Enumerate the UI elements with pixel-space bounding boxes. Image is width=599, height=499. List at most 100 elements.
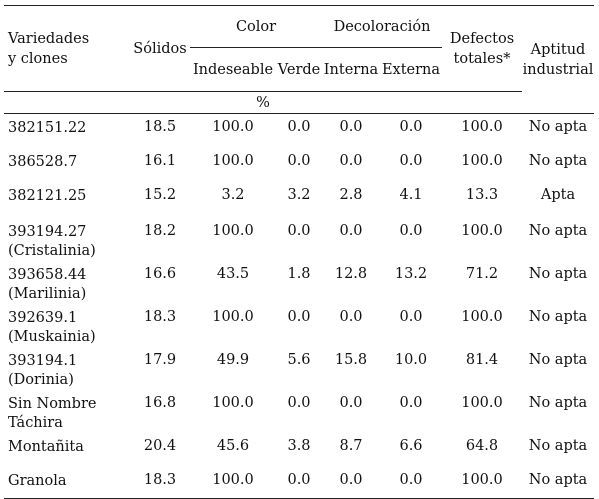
header-variety-line1: Variedades xyxy=(8,30,90,47)
aptitud-cell: No apta xyxy=(528,308,588,325)
indeseable-cell: 43.5 xyxy=(216,265,250,282)
solidos-cell: 18.3 xyxy=(143,471,177,488)
table-row: 382121.25 15.2 3.2 3.2 2.8 4.1 13.3 Apta xyxy=(4,182,594,218)
aptitud-cell: No apta xyxy=(528,351,588,368)
interna-cell: 15.8 xyxy=(334,351,368,368)
table-row: 393658.44 (Marilinia) 16.6 43.5 1.8 12.8 13.2 7… xyxy=(4,261,594,304)
verde-cell: 1.8 xyxy=(287,265,311,282)
solidos-cell: 16.1 xyxy=(143,152,177,169)
externa-cell: 0.0 xyxy=(399,308,423,325)
variety-cell: 382121.25 xyxy=(4,182,130,218)
table-figure: Variedades y clones Sólidos Color Decolo… xyxy=(4,5,594,499)
interna-cell: 12.8 xyxy=(334,265,368,282)
variety-name-line: 393658.44 xyxy=(8,266,87,283)
aptitud-cell: Apta xyxy=(540,186,576,203)
defectos-cell: 81.4 xyxy=(465,351,499,368)
aptitud-cell: No apta xyxy=(528,152,588,169)
verde-cell: 0.0 xyxy=(287,119,311,135)
defectos-cell: 13.3 xyxy=(465,186,499,203)
aptitud-cell: No apta xyxy=(528,471,588,488)
externa-cell: 0.0 xyxy=(399,152,423,169)
data-table: Variedades y clones Sólidos Color Decolo… xyxy=(4,5,594,499)
variety-cell: Granola xyxy=(4,467,130,499)
defectos-cell: 100.0 xyxy=(461,308,503,325)
table-row: 393194.27 (Cristalinia) 18.2 100.0 0.0 0.0 0.0… xyxy=(4,218,594,261)
header-color: Color xyxy=(190,5,322,48)
header-verde: Verde xyxy=(277,61,321,78)
indeseable-cell: 49.9 xyxy=(216,351,250,368)
interna-cell: 8.7 xyxy=(339,437,363,454)
variety-name-line: (Marilinia) xyxy=(8,285,87,302)
indeseable-cell: 100.0 xyxy=(212,394,254,411)
variety-name-line: 393194.1 xyxy=(8,352,78,369)
aptitud-cell: No apta xyxy=(528,222,588,239)
variety-cell: Sin Nombre Táchira xyxy=(4,390,130,433)
header-variety: Variedades y clones xyxy=(4,6,130,92)
defectos-cell: 64.8 xyxy=(465,437,499,454)
indeseable-cell: 3.2 xyxy=(221,186,245,203)
header-defects-line2: totales* xyxy=(453,50,511,67)
variety-name-line: (Dorinia) xyxy=(8,371,74,388)
verde-cell: 5.6 xyxy=(287,351,311,368)
variety-name-line: Sin Nombre xyxy=(8,395,97,412)
interna-cell: 0.0 xyxy=(339,308,363,325)
table-row: 393194.1 (Dorinia) 17.9 49.9 5.6 15.8 10.0 81.4… xyxy=(4,347,594,390)
defectos-cell: 100.0 xyxy=(461,119,503,135)
variety-cell: 393658.44 (Marilinia) xyxy=(4,261,130,304)
verde-cell: 0.0 xyxy=(287,471,311,488)
aptitud-cell: No apta xyxy=(528,119,588,135)
header-aptitude: Aptitud industrial xyxy=(522,6,594,114)
header-variety-line2: y clones xyxy=(8,50,68,67)
indeseable-cell: 100.0 xyxy=(212,471,254,488)
header-externa: Externa xyxy=(381,61,441,78)
header-solids: Sólidos xyxy=(133,40,187,57)
indeseable-cell: 100.0 xyxy=(212,152,254,169)
variety-name-line: 382151.22 xyxy=(8,120,87,136)
indeseable-cell: 45.6 xyxy=(216,437,250,454)
externa-cell: 0.0 xyxy=(399,222,423,239)
interna-cell: 0.0 xyxy=(339,222,363,239)
externa-cell: 4.1 xyxy=(399,186,423,203)
verde-cell: 3.2 xyxy=(287,186,311,203)
table-row: Granola 18.3 100.0 0.0 0.0 0.0 100.0 No apta xyxy=(4,467,594,499)
table-row: Montañita 20.4 45.6 3.8 8.7 6.6 64.8 No apta xyxy=(4,433,594,467)
variety-cell: 393194.1 (Dorinia) xyxy=(4,347,130,390)
variety-name-line: (Cristalinia) xyxy=(8,242,96,259)
defectos-cell: 100.0 xyxy=(461,152,503,169)
table-body: 382151.22 18.5 100.0 0.0 0.0 0.0 100.0 No apta 3… xyxy=(4,113,594,499)
table-row: 382151.22 18.5 100.0 0.0 0.0 0.0 100.0 No apta xyxy=(4,114,594,148)
table-row: 386528.7 16.1 100.0 0.0 0.0 0.0 100.0 No apta xyxy=(4,148,594,182)
header-defects-line1: Defectos xyxy=(449,30,515,47)
header-aptitude-line2: industrial xyxy=(522,61,594,78)
variety-name-line: Táchira xyxy=(8,414,63,431)
externa-cell: 6.6 xyxy=(399,437,423,454)
solidos-cell: 16.8 xyxy=(143,394,177,411)
interna-cell: 2.8 xyxy=(339,186,363,203)
interna-cell: 0.0 xyxy=(339,471,363,488)
externa-cell: 13.2 xyxy=(394,265,428,282)
solidos-cell: 15.2 xyxy=(143,186,177,203)
defectos-cell: 100.0 xyxy=(461,222,503,239)
header-decolor: Decoloración xyxy=(322,5,442,48)
solidos-cell: 18.2 xyxy=(143,222,177,239)
variety-cell: 393194.27 (Cristalinia) xyxy=(4,218,130,261)
aptitud-cell: No apta xyxy=(528,265,588,282)
externa-cell: 0.0 xyxy=(399,394,423,411)
variety-cell: 392639.1 (Muskainia) xyxy=(4,304,130,347)
interna-cell: 0.0 xyxy=(339,394,363,411)
interna-cell: 0.0 xyxy=(339,152,363,169)
variety-name-line: 382121.25 xyxy=(8,187,87,204)
solidos-cell: 18.3 xyxy=(143,308,177,325)
defectos-cell: 71.2 xyxy=(465,265,499,282)
variety-name-line: 386528.7 xyxy=(8,153,78,170)
solidos-cell: 17.9 xyxy=(143,351,177,368)
variety-cell: Montañita xyxy=(4,433,130,467)
header-unit: % xyxy=(4,91,522,114)
externa-cell: 0.0 xyxy=(399,471,423,488)
defectos-cell: 100.0 xyxy=(461,471,503,488)
table-row: Sin Nombre Táchira 16.8 100.0 0.0 0.0 0.0 100.0… xyxy=(4,390,594,433)
variety-name-line: 393194.27 xyxy=(8,223,87,240)
variety-name-line: (Muskainia) xyxy=(8,328,96,345)
header-aptitude-line1: Aptitud xyxy=(530,41,586,58)
variety-cell: 382151.22 xyxy=(4,114,130,148)
